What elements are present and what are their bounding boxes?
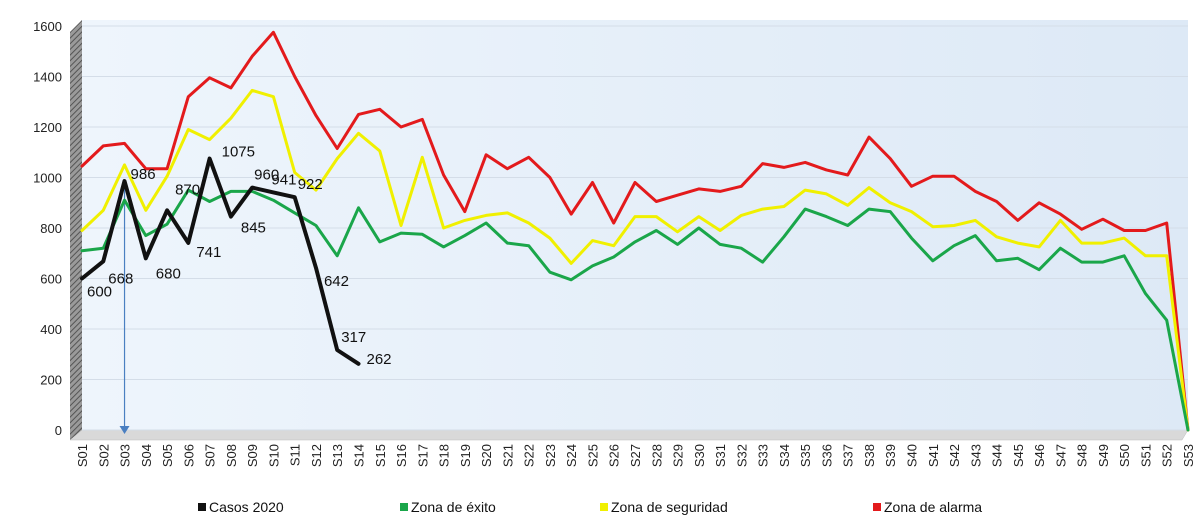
data-label: 262 xyxy=(367,351,392,368)
x-tick-label: S43 xyxy=(968,444,983,467)
x-tick-label: S16 xyxy=(394,444,409,467)
data-label: 960 xyxy=(254,167,279,184)
data-label: 317 xyxy=(341,329,366,346)
x-tick-label: S14 xyxy=(352,444,367,467)
series-line-casos-2020 xyxy=(80,156,361,366)
data-label: 668 xyxy=(108,270,133,287)
x-tick-label: S06 xyxy=(181,444,196,467)
x-tick-label: S30 xyxy=(692,444,707,467)
x-tick-label: S46 xyxy=(1032,444,1047,467)
legend-swatch xyxy=(873,503,881,511)
x-tick-label: S36 xyxy=(819,444,834,467)
plot-area xyxy=(82,20,1188,430)
y-tick-label: 800 xyxy=(40,221,62,236)
x-tick-label: S13 xyxy=(330,444,345,467)
plot-floor xyxy=(69,429,1189,441)
y-tick-label: 200 xyxy=(40,373,62,388)
x-tick-label: S32 xyxy=(734,444,749,467)
data-label: 600 xyxy=(87,284,112,301)
x-tick-label: S11 xyxy=(288,444,303,466)
legend-swatch xyxy=(400,503,408,511)
x-tick-label: S37 xyxy=(841,444,856,467)
x-tick-label: S35 xyxy=(798,444,813,467)
x-tick-label: S38 xyxy=(862,444,877,467)
x-tick-label: S50 xyxy=(1117,444,1132,467)
x-tick-label: S40 xyxy=(905,444,920,467)
data-label: 680 xyxy=(156,265,181,282)
x-tick-label: S02 xyxy=(96,444,111,467)
legend-label: Zona de seguridad xyxy=(611,499,728,515)
x-tick-label: S52 xyxy=(1160,444,1175,467)
x-tick-label: S42 xyxy=(947,444,962,467)
x-tick-label: S03 xyxy=(118,444,133,467)
x-tick-label: S44 xyxy=(990,444,1005,467)
x-tick-label: S23 xyxy=(543,444,558,467)
data-label: 922 xyxy=(298,176,323,193)
x-tick-label: S21 xyxy=(500,444,515,467)
legend-swatch xyxy=(600,503,608,511)
data-label: 1075 xyxy=(222,144,255,161)
x-tick-label: S08 xyxy=(224,444,239,467)
y-tick-label: 0 xyxy=(55,423,62,438)
series-line-zona-de-exito xyxy=(80,188,1190,432)
data-label: 845 xyxy=(241,220,266,237)
data-label: 642 xyxy=(324,273,349,290)
x-tick-label: S34 xyxy=(777,444,792,467)
x-tick-label: S39 xyxy=(883,444,898,467)
legend-label: Casos 2020 xyxy=(209,499,284,515)
x-tick-label: S26 xyxy=(607,444,622,467)
x-tick-label: S28 xyxy=(649,444,664,467)
x-tick-label: S15 xyxy=(373,444,388,467)
y-tick-label: 1200 xyxy=(33,120,62,135)
x-tick-label: S20 xyxy=(479,444,494,467)
x-tick-label: S48 xyxy=(1075,444,1090,467)
x-tick-label: S45 xyxy=(1011,444,1026,467)
plot-side-wall xyxy=(70,20,82,440)
data-label: 741 xyxy=(196,244,221,261)
legend-label: Zona de alarma xyxy=(884,499,982,515)
x-tick-label: S47 xyxy=(1053,444,1068,467)
x-tick-label: S25 xyxy=(585,444,600,467)
y-tick-label: 1400 xyxy=(33,70,62,85)
data-label: 870 xyxy=(175,181,200,198)
x-tick-label: S04 xyxy=(139,444,154,467)
y-tick-label: 1000 xyxy=(33,171,62,186)
x-tick-label: S18 xyxy=(437,444,452,467)
x-tick-label: S51 xyxy=(1138,444,1153,467)
x-tick-label: S53 xyxy=(1181,444,1194,467)
series-line-zona-de-alarma xyxy=(80,30,1190,432)
x-tick-label: S29 xyxy=(671,444,686,467)
x-tick-label: S19 xyxy=(458,444,473,467)
legend-label: Zona de éxito xyxy=(411,499,496,515)
y-tick-label: 600 xyxy=(40,272,62,287)
data-label: 941 xyxy=(271,171,296,188)
legend-swatch xyxy=(198,503,206,511)
x-tick-label: S01 xyxy=(75,444,90,467)
y-tick-label: 1600 xyxy=(33,19,62,34)
x-tick-label: S33 xyxy=(756,444,771,467)
x-tick-label: S12 xyxy=(309,444,324,467)
x-tick-label: S22 xyxy=(522,444,537,467)
x-tick-label: S27 xyxy=(628,444,643,467)
x-tick-label: S09 xyxy=(245,444,260,467)
x-tick-label: S17 xyxy=(415,444,430,467)
marker-arrowhead xyxy=(119,426,130,434)
x-tick-label: S49 xyxy=(1096,444,1111,467)
x-tick-label: S31 xyxy=(713,444,728,467)
x-tick-label: S41 xyxy=(926,444,941,467)
data-label: 986 xyxy=(131,166,156,183)
y-tick-label: 400 xyxy=(40,322,62,337)
x-tick-label: S24 xyxy=(564,444,579,467)
x-tick-label: S10 xyxy=(266,444,281,467)
x-tick-label: S05 xyxy=(160,444,175,467)
x-tick-label: S07 xyxy=(203,444,218,467)
series-line-zona-de-seguridad xyxy=(80,88,1190,432)
